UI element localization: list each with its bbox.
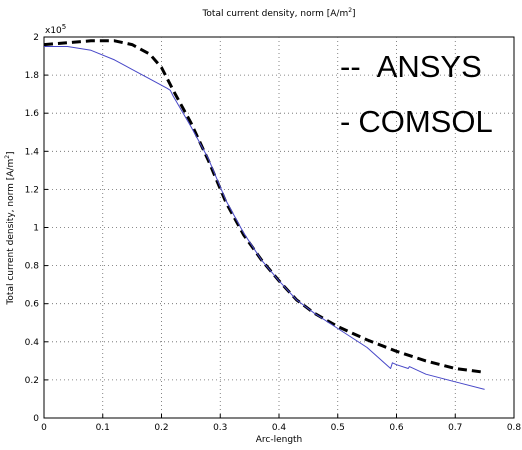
series-layer [43,39,485,390]
y-tick-label: 1.4 [25,147,40,157]
x-tick-label: 0.7 [448,423,462,433]
y-tick-label: 0.4 [25,338,40,348]
x-tick-label: 0.6 [389,423,404,433]
x-axis-label: Arc-length [256,435,303,445]
series-line-ansys [43,39,485,374]
y-tick-label: 0 [33,414,39,424]
y-tick-label: 1.6 [25,109,40,119]
x-tick-label: 0 [41,423,47,433]
y-tick-label: 1.2 [25,185,39,195]
y-axis-label: Total current density, norm [A/m2] [4,151,16,305]
y-tick-label: 2 [33,33,39,43]
x-axis-ticks: 0 0.1 0.2 0.3 0.4 0.5 0.6 0.7 0.8 [41,414,521,433]
y-tick-label: 0.2 [25,376,39,386]
x-tick-label: 0.2 [154,423,168,433]
chart-title: Total current density, norm [A/m2] [201,7,355,19]
y-scale-factor: x105 [45,23,66,36]
legend-item-ansys: -- ANSYS [340,49,482,84]
y-tick-label: 0.6 [25,300,40,310]
y-tick-label: 1.8 [25,71,40,81]
x-tick-label: 0.8 [507,423,522,433]
y-axis-ticks: 0 0.2 0.4 0.6 0.8 1 1.2 1.4 1.6 1.8 2 [25,33,48,424]
x-tick-label: 0.5 [331,423,345,433]
x-tick-label: 0.3 [213,423,227,433]
legend-item-comsol: - COMSOL [340,104,493,139]
legend: -- ANSYS - COMSOL [340,49,493,139]
x-tick-label: 0.4 [272,423,287,433]
plot-area [43,36,515,419]
y-tick-label: 0.8 [25,262,40,272]
y-tick-label: 1 [33,224,39,234]
x-tick-label: 0.1 [96,423,110,433]
series-line-comsol [44,46,485,390]
